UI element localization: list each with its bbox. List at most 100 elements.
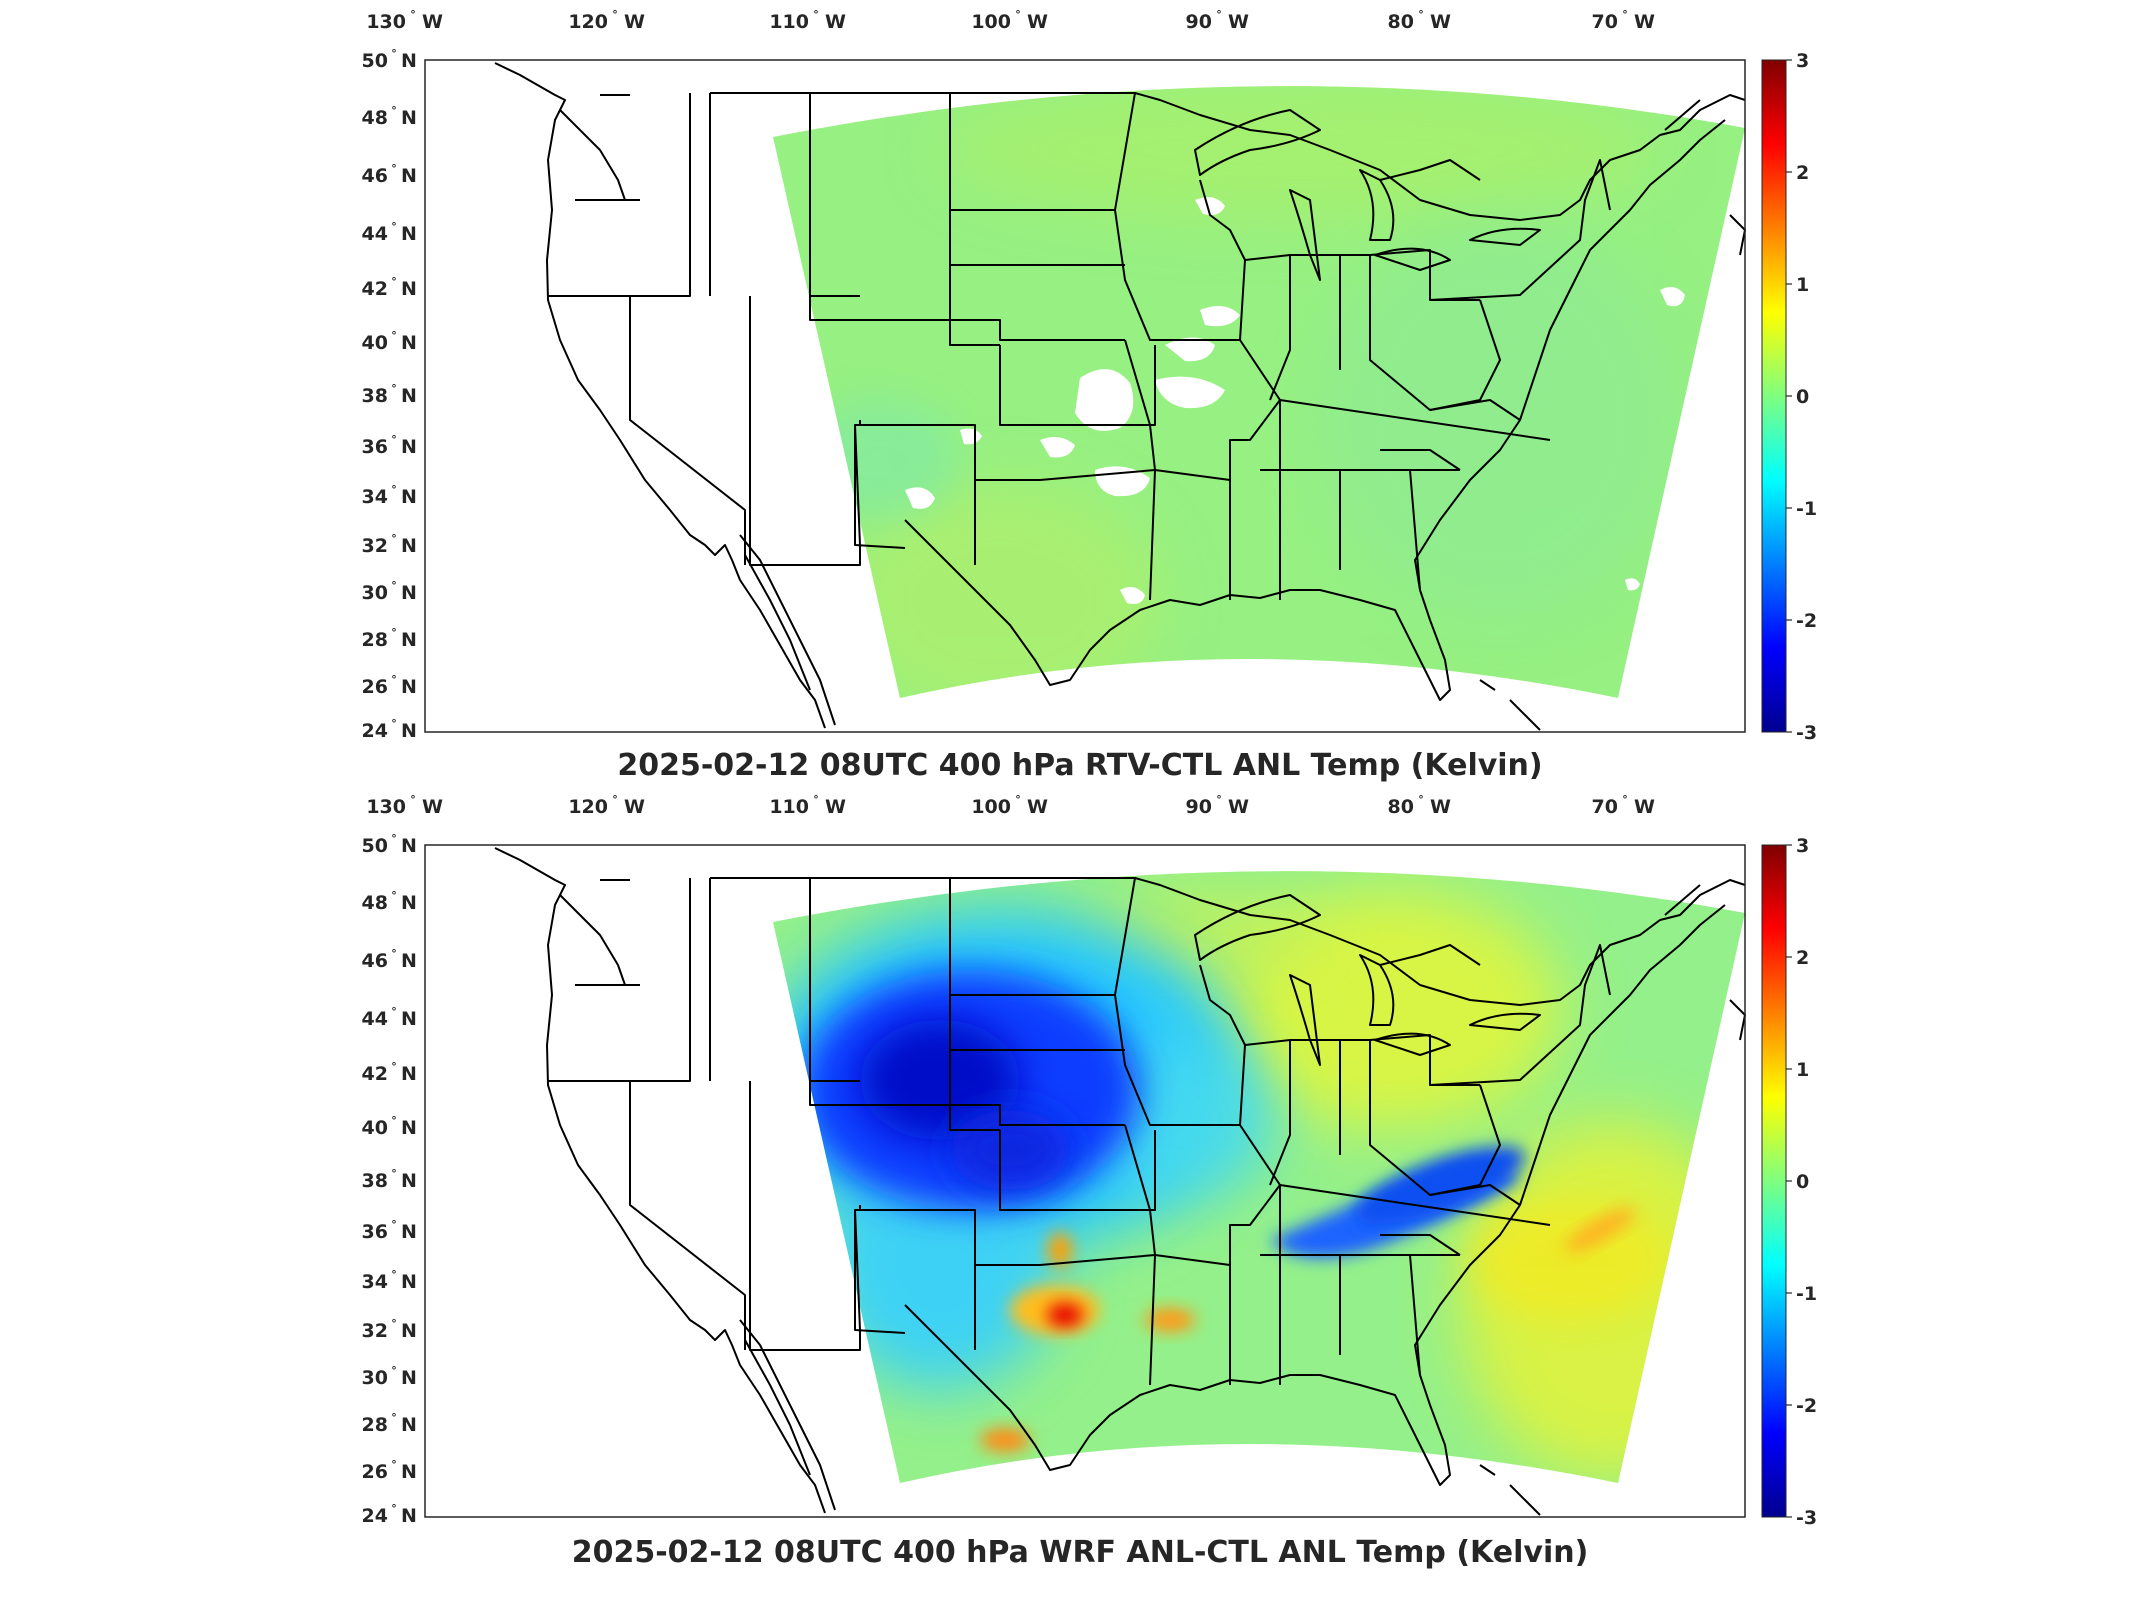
y-axis-bottom: 50 ° N48 ° N46 ° N44 ° N42 ° N40 ° N38 ° N36 ° N34 ° N32 ° N… (362, 832, 417, 1527)
svg-text:°: ° (813, 793, 819, 806)
great-lakes (1194, 109, 1321, 176)
svg-text:N: N (401, 332, 417, 354)
svg-text:130: 130 (366, 11, 406, 33)
y-tick-label: 28 ° N (362, 626, 417, 651)
colorbar-tick-label: 3 (1796, 835, 1809, 857)
svg-text:50: 50 (362, 835, 388, 857)
svg-text:°: ° (391, 532, 397, 545)
y-tick-label: 38 ° N (362, 382, 417, 407)
svg-text:110: 110 (769, 796, 809, 818)
x-tick-label: 80 ° W (1388, 793, 1451, 818)
svg-text:40: 40 (362, 332, 388, 354)
svg-text:120: 120 (568, 796, 608, 818)
missing-data-areas (905, 197, 1685, 604)
svg-text:°: ° (391, 1502, 397, 1515)
x-tick-label: 90 ° W (1186, 8, 1249, 33)
svg-text:N: N (401, 1505, 417, 1527)
svg-text:W: W (624, 796, 645, 818)
svg-text:°: ° (1418, 8, 1424, 21)
svg-text:°: ° (391, 626, 397, 639)
svg-text:N: N (401, 50, 417, 72)
west-coastline (494, 62, 826, 729)
y-axis-top: 50 ° N48 ° N46 ° N44 ° N42 ° N40 ° N38 ° N36 ° N34 ° N32 ° N… (362, 47, 417, 742)
svg-text:°: ° (1216, 793, 1222, 806)
svg-text:W: W (1027, 796, 1048, 818)
svg-text:W: W (1027, 11, 1048, 33)
svg-text:100: 100 (971, 796, 1011, 818)
svg-text:90: 90 (1186, 11, 1212, 33)
svg-text:°: ° (391, 673, 397, 686)
y-tick-label: 50 ° N (362, 832, 417, 857)
chart-panel-top: 130 ° W 120 ° W 110 ° W 100 ° W 90 ° W 80 ° W 70 ° W 50 ° N48 °… (362, 8, 1818, 783)
map-borders-top (494, 62, 1746, 731)
svg-text:32: 32 (362, 1320, 388, 1342)
svg-text:°: ° (391, 717, 397, 730)
svg-text:°: ° (612, 8, 618, 21)
svg-text:N: N (401, 1271, 417, 1293)
svg-text:°: ° (1015, 8, 1021, 21)
x-tick-label: 100 ° W (971, 8, 1048, 33)
colorbar-tick-label: 0 (1796, 386, 1809, 408)
y-tick-label: 40 ° N (362, 1114, 417, 1139)
svg-text:N: N (401, 223, 417, 245)
svg-text:80: 80 (1388, 11, 1414, 33)
svg-text:24: 24 (362, 1505, 388, 1527)
svg-text:N: N (401, 1461, 417, 1483)
svg-text:38: 38 (362, 1170, 388, 1192)
svg-text:N: N (401, 1414, 417, 1436)
colorbar-top: 3 2 1 0 -1 -2 -3 (1761, 50, 1817, 744)
svg-text:°: ° (391, 1060, 397, 1073)
axes-box-top (424, 59, 1746, 733)
chart-title-top: 2025-02-12 08UTC 400 hPa RTV-CTL ANL Tem… (617, 748, 1542, 783)
svg-text:34: 34 (362, 486, 388, 508)
svg-text:42: 42 (362, 278, 388, 300)
y-tick-label: 38 ° N (362, 1167, 417, 1192)
y-tick-label: 24 ° N (362, 717, 417, 742)
svg-text:°: ° (391, 1317, 397, 1330)
svg-text:W: W (422, 11, 443, 33)
svg-text:°: ° (391, 220, 397, 233)
y-tick-label: 36 ° N (362, 1218, 417, 1243)
svg-text:N: N (401, 1221, 417, 1243)
temperature-field-bottom (773, 871, 1745, 1483)
svg-text:°: ° (391, 889, 397, 902)
y-tick-label: 28 ° N (362, 1411, 417, 1436)
svg-text:W: W (1228, 11, 1249, 33)
east-coastline (1539, 119, 1726, 361)
y-tick-label: 36 ° N (362, 433, 417, 458)
svg-text:°: ° (391, 1364, 397, 1377)
svg-text:°: ° (391, 1411, 397, 1424)
svg-text:W: W (1228, 796, 1249, 818)
svg-text:°: ° (391, 1268, 397, 1281)
colorbar-tick-label: 1 (1796, 1059, 1809, 1081)
colorbar-tick-label: 3 (1796, 50, 1809, 72)
svg-text:46: 46 (362, 165, 388, 187)
svg-text:W: W (825, 11, 846, 33)
svg-text:N: N (401, 835, 417, 857)
svg-text:34: 34 (362, 1271, 388, 1293)
svg-text:N: N (401, 165, 417, 187)
svg-text:W: W (1430, 796, 1451, 818)
x-tick-label: 70 ° W (1592, 793, 1655, 818)
x-axis-bottom: 130 ° W 120 ° W 110 ° W 100 ° W 90 ° W 80 ° W 70 ° W (366, 793, 1655, 818)
x-tick-label: 110 ° W (769, 793, 846, 818)
x-tick-label: 130 ° W (366, 793, 443, 818)
y-tick-label: 42 ° N (362, 275, 417, 300)
northern-border (710, 92, 1746, 221)
temperature-field-top (773, 86, 1745, 699)
colorbar-tick-label: -3 (1796, 1507, 1817, 1529)
svg-text:N: N (401, 1063, 417, 1085)
svg-text:N: N (401, 436, 417, 458)
y-tick-label: 42 ° N (362, 1060, 417, 1085)
y-tick-label: 40 ° N (362, 329, 417, 354)
svg-text:N: N (401, 1117, 417, 1139)
colorbar-tick-label: -3 (1796, 722, 1817, 744)
x-axis-top: 130 ° W 120 ° W 110 ° W 100 ° W 90 ° W 80 ° W 70 ° W (366, 8, 1655, 33)
y-tick-label: 46 ° N (362, 162, 417, 187)
svg-text:N: N (401, 1008, 417, 1030)
colorbar-tick-label: -2 (1796, 610, 1817, 632)
svg-text:26: 26 (362, 1461, 388, 1483)
svg-text:120: 120 (568, 11, 608, 33)
svg-text:N: N (401, 385, 417, 407)
x-tick-label: 130 ° W (366, 8, 443, 33)
